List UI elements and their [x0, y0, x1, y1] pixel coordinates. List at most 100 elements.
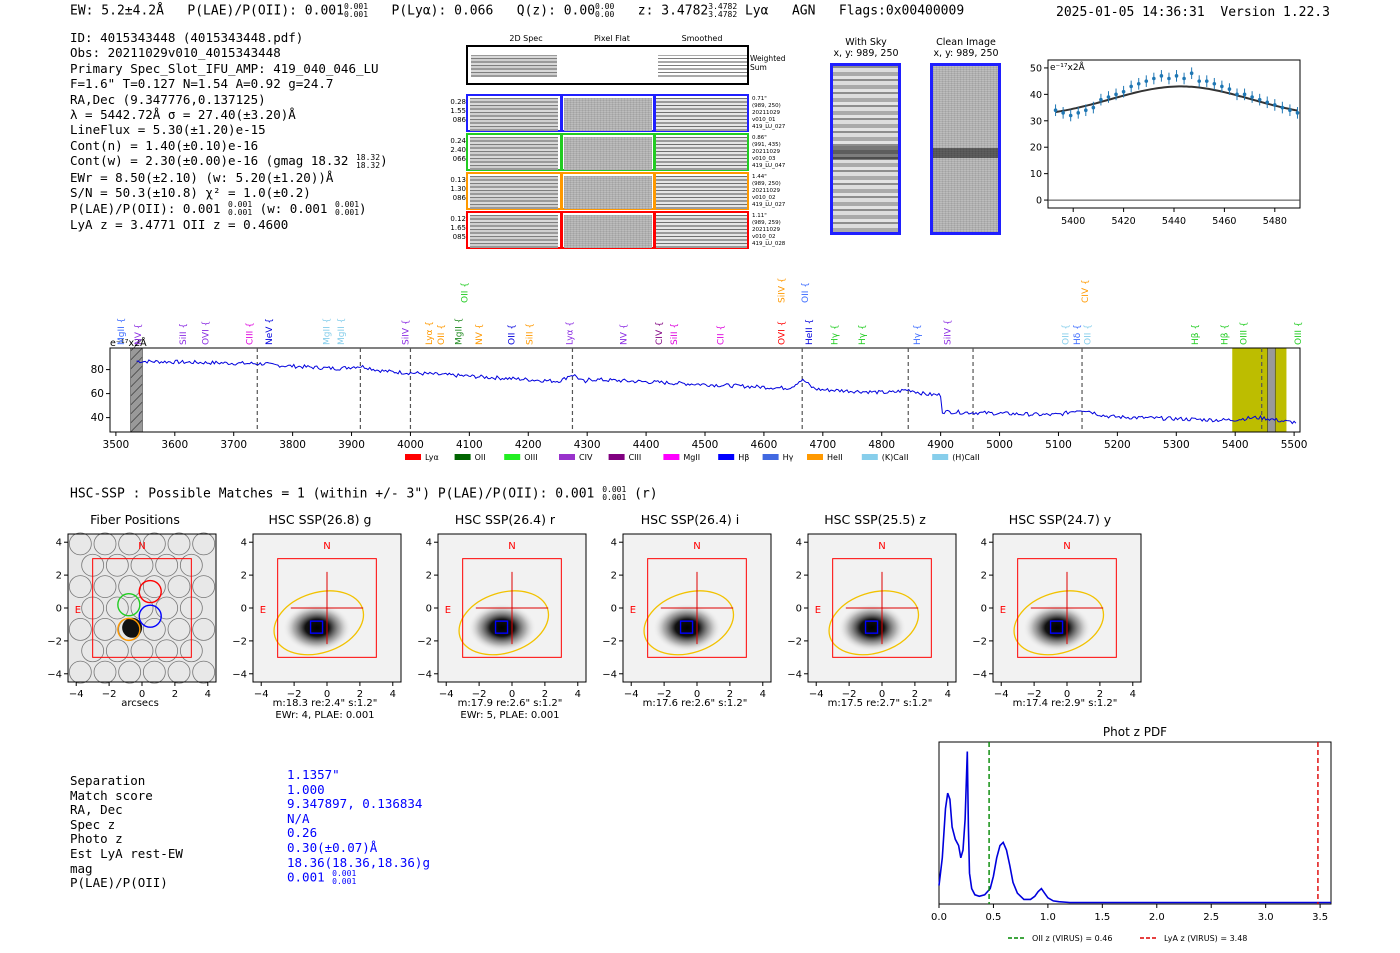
north-label: N — [138, 541, 145, 552]
hsc-ytick-label: −4 — [47, 669, 62, 680]
hsc-panel-caption: m:17.6 re:2.6" s:1.2" — [642, 698, 748, 709]
hsc-panel-caption: arcsecs — [121, 698, 159, 709]
zoom-point — [1121, 89, 1126, 94]
info-id: ID: 4015343448 (4015343448.pdf) — [70, 30, 304, 45]
spectrum-xtick-label: 4900 — [927, 439, 954, 451]
north-label: N — [693, 541, 700, 552]
cutout-grid: 2D Spec Pixel Flat Smoothed Weighted Sum… — [450, 34, 796, 256]
header-z-sub: 3.4782 — [708, 10, 738, 19]
hsc-ytick-label: 0 — [241, 604, 247, 615]
spectrum-line-label: Hβ { — [1191, 324, 1201, 345]
spectrum-line-label-text: NV { — [475, 324, 485, 345]
spectrum-legend-label: CIII — [629, 453, 642, 462]
spectrum-legend-swatch — [405, 454, 421, 460]
spectrum-xtick-label: 4300 — [574, 439, 601, 451]
header-bar: EW: 5.2±4.2Å P(LAE)/P(OII): 0.001 0.001 0.… — [70, 3, 964, 19]
fiber-circle — [155, 639, 179, 663]
cutout-row-stat: 0.24 — [450, 137, 466, 145]
info-plae-sup: 0.001 — [228, 200, 253, 210]
zoom-point — [1220, 84, 1224, 89]
header-flags: Flags:0x00400009 — [838, 3, 965, 19]
zoom-frame — [1047, 59, 1301, 209]
spectrum-line-label-text: MgII { — [117, 318, 127, 345]
zoom-point — [1091, 105, 1096, 110]
zoom-ylabel: e⁻¹⁷x2Å — [1050, 61, 1086, 73]
spectrum-line-label: Hγ { — [858, 324, 868, 345]
zoom-point — [1076, 111, 1081, 115]
spectrum-hatch — [130, 419, 143, 433]
north-label: N — [878, 541, 885, 552]
zoom-point — [1189, 71, 1194, 76]
hsc-aperture-ellipse — [273, 590, 365, 656]
fiber-circle — [93, 617, 117, 641]
info-plae-sub: 0.001 — [228, 208, 253, 218]
hsc-panel-caption: m:18.3 re:2.4" s:1.2" — [272, 698, 378, 709]
hsc-cutout-panel: HSC SSP(26.4) i N E 4 2 0 −2 −4 −4 −2 0 2 4 m:17.6 re… — [595, 512, 780, 727]
hsc-panel-title: HSC SSP(24.7) y — [1008, 512, 1112, 527]
photz-legend-oii: OII z (VIRUS) = 0.46 — [1032, 934, 1112, 943]
hsc-ytick-label: −2 — [972, 636, 987, 647]
fiber-circle — [130, 639, 154, 663]
spectrum-line-label: MgII { — [455, 318, 465, 345]
spectrum-line-label: CIV { — [655, 321, 665, 345]
header-plya: P(Lyα): 0.066 — [391, 3, 494, 19]
with-sky-image — [830, 63, 901, 235]
hsc-ytick-label: −2 — [602, 636, 617, 647]
hsc-search-box — [92, 558, 192, 658]
spectrum-line-label: MgII { — [117, 318, 127, 345]
match-values: 1.1357" 1.000 9.347897, 0.136834 N/A 0.2… — [287, 767, 430, 886]
cutout-row: 0.28 1.55 086 0.71" (989, 250) 20211029 v010_0… — [450, 94, 785, 132]
spectrum-line-label-text: Hβ { — [1220, 324, 1230, 345]
match-value-ew: 0.30(±0.07)Å — [287, 839, 378, 855]
cutout-row-meta-line: (991, 435) — [752, 142, 781, 148]
fiber-circle — [105, 596, 129, 620]
fiber-circle — [118, 660, 142, 684]
match-label-mag: mag — [70, 860, 93, 876]
spectrum-trace — [136, 359, 1297, 425]
zoom-point — [1295, 111, 1300, 115]
hsc-xtick-label: 2 — [172, 689, 178, 700]
cutout-row-meta-line: v010_02 — [752, 195, 776, 201]
cutout-pixel-flat — [564, 137, 652, 170]
match-labels: Separation Match score RA, Dec Spec z Ph… — [70, 773, 183, 891]
hsc-xtick-label: 2 — [542, 689, 548, 700]
fiber-circle — [155, 553, 179, 577]
hsc-ytick-label: 0 — [796, 604, 802, 615]
fiber-circle — [68, 575, 92, 599]
photz-xtick-label: 1.5 — [1094, 912, 1110, 923]
photz-title: Phot z PDF — [1103, 725, 1167, 739]
fiber-circle — [192, 575, 216, 599]
cutout-pixel-flat — [564, 176, 652, 209]
spectrum-xtick-label: 4700 — [809, 439, 836, 451]
spectrum-line-label: SiII { — [179, 323, 189, 345]
weighted-2d — [471, 55, 557, 77]
spectrum-xtick-label: 5300 — [1163, 439, 1190, 451]
hsc-panels: Fiber Positions N E 4 2 0 −2 −4 −4 −2 0 2 4 arcsecs HS… — [40, 512, 1170, 727]
photz-pdf-curve — [938, 751, 1331, 904]
cutout-row-stat: 0.28 — [450, 98, 466, 106]
spectrum-legend-label: Hγ — [783, 453, 794, 462]
fiber-circle — [93, 660, 117, 684]
spectrum-line-label-text: OVI { — [777, 321, 787, 345]
hsc-ytick-label: 4 — [981, 538, 987, 549]
zoom-point — [1144, 79, 1149, 83]
hsc-search-box — [462, 558, 562, 658]
hsc-search-box — [1017, 558, 1117, 658]
spectrum-xtick-label: 4800 — [868, 439, 895, 451]
photz-xtick-label: 1.0 — [1040, 912, 1056, 923]
spectrum-legend-swatch — [608, 454, 625, 460]
hsc-ytick-label: 2 — [241, 571, 247, 582]
match-value-specz: N/A — [287, 810, 310, 826]
hsc-panel-caption-2: EWr: 5, PLAE: 0.001 — [460, 710, 560, 721]
photz-xtick-label: 0.0 — [931, 912, 947, 923]
hsc-galaxy — [1023, 603, 1092, 652]
cutout-row-meta-line: 0.71" — [752, 96, 767, 102]
cutout-row: 0.12 1.65 085 1.11" (989, 259) 20211029 v010_0… — [450, 211, 785, 249]
hsc-panel-plot: N E 4 2 0 −2 −4 −4 −2 0 2 4 — [972, 533, 1142, 700]
east-label: E — [815, 605, 821, 616]
hsc-xtick-label: 4 — [1130, 689, 1136, 700]
weighted-label: Weighted Sum — [750, 54, 786, 72]
hsc-summary-text: HSC-SSP : Possible Matches = 1 (within +… — [70, 486, 595, 502]
hsc-fiber-box — [494, 620, 509, 634]
cutout-row-meta-line: 1.11" — [752, 213, 767, 219]
